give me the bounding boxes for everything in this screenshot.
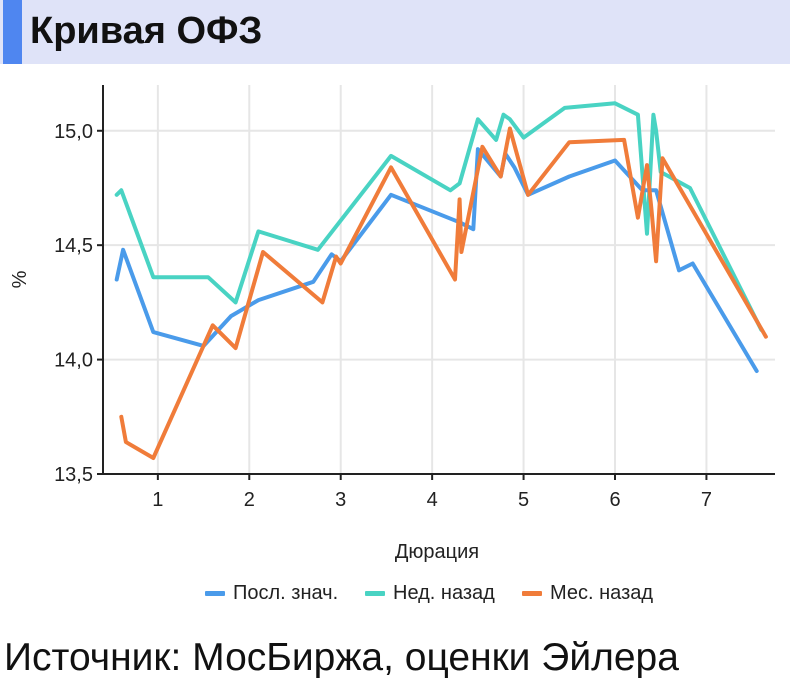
x-tick-label: 3 <box>335 489 346 511</box>
y-tick-label: 15,0 <box>54 121 93 143</box>
series-line-week-ago <box>114 101 764 332</box>
y-tick-label: 14,0 <box>54 350 93 372</box>
legend: Посл. знач. Нед. назад Мес. назад <box>0 580 800 606</box>
chart-title: Кривая ОФЗ <box>30 10 263 52</box>
legend-item-last: Посл. знач. <box>205 580 338 606</box>
legend-swatch-month-ago <box>522 590 542 596</box>
yield-curve-chart: 13,5 14,0 14,5 15,0 1 2 3 4 5 6 7 Дюрация% <box>9 85 775 563</box>
x-tick-label: 2 <box>244 489 255 511</box>
x-tick-label: 6 <box>609 489 620 511</box>
x-tick-label: 4 <box>427 489 438 511</box>
legend-swatch-week-ago <box>365 590 385 596</box>
legend-swatch-last <box>205 590 225 596</box>
x-axis-title: Дюрация <box>395 541 479 563</box>
y-axis-title: % <box>9 270 31 288</box>
x-tick-label: 1 <box>152 489 163 511</box>
title-bar: Кривая ОФЗ <box>0 0 790 64</box>
x-tick-label: 7 <box>701 489 712 511</box>
legend-label-month-ago: Мес. назад <box>550 581 654 604</box>
source-note: Источник: МосБиржа, оценки Эйлера <box>4 636 679 679</box>
y-tick-label: 14,5 <box>54 235 93 257</box>
series-line-month-ago <box>119 126 768 460</box>
title-accent <box>3 0 22 64</box>
legend-label-week-ago: Нед. назад <box>393 581 495 604</box>
legend-item-week-ago: Нед. назад <box>365 580 495 606</box>
legend-item-month-ago: Мес. назад <box>522 580 653 606</box>
y-tick-label: 13,5 <box>54 464 93 486</box>
x-tick-label: 5 <box>518 489 529 511</box>
legend-label-last: Посл. знач. <box>233 581 339 604</box>
